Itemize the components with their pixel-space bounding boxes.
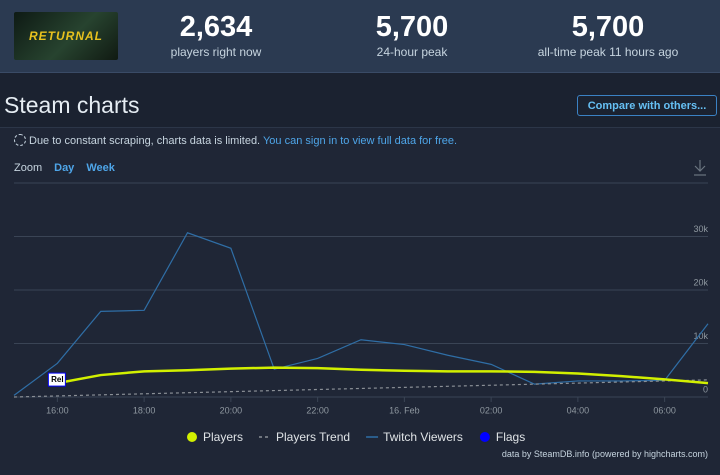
y-tick-label: 0 [703,384,708,394]
legend-symbol [187,432,197,442]
y-tick-label: 20k [693,277,708,287]
stat-label: players right now [170,45,262,59]
legend-symbol [479,432,490,442]
zoom-option[interactable]: Day [54,162,75,174]
x-tick-label: 04:00 [567,405,590,415]
notice-text: Due to constant scraping, charts data is… [29,135,261,147]
flag-box [47,372,66,387]
y-tick-label: 10k [693,331,708,341]
zoom-option[interactable]: Week [86,162,115,174]
sign-in-link[interactable]: You can sign in to view full data for fr… [262,135,458,147]
series-line [13,232,709,396]
legend-label[interactable]: Players [203,430,243,444]
x-tick-label: 22:00 [306,405,329,415]
download-icon[interactable] [694,160,706,176]
stat: 5,700 all-time peak 11 hours ago [513,10,703,60]
credit: data by SteamDB.info (powered by highcha… [501,449,708,459]
notice-icon [14,134,26,146]
series-line [13,379,709,398]
x-tick-label: 06:00 [653,405,676,415]
logo-text: RETURNAL [29,29,103,43]
zoom: Zoom Day Week [14,162,115,174]
stat-label: 24-hour peak [376,45,448,59]
x-tick-label: 16:00 [46,405,69,415]
legend-label[interactable]: Twitch Viewers [383,430,463,444]
x-tick-label: 18:00 [133,405,156,415]
notice: Due to constant scraping, charts data is… [14,134,457,147]
section-title: Steam charts [4,92,140,118]
series-line [57,366,709,385]
y-tick-label: 30k [693,224,708,234]
stat: 2,634 players right now [121,10,311,60]
chart-panel [0,127,720,475]
stat: 5,700 24-hour peak [317,10,507,60]
zoom-label: Zoom [14,162,43,174]
x-tick-label: 20:00 [220,405,243,415]
flag-label: Rel [51,375,63,384]
stat-label: all-time peak 11 hours ago [537,45,679,59]
x-tick-label: 02:00 [480,405,503,415]
x-tick-label: 16. Feb [389,405,420,415]
stat-value: 5,700 [571,11,645,43]
stat-value: 5,700 [375,11,449,43]
compare-button[interactable]: Compare with others... [577,95,717,116]
stat-value: 2,634 [179,11,253,43]
header: RETURNAL 2,634 players right now 5,700 24-… [0,0,720,73]
game-logo[interactable]: RETURNAL [14,12,118,60]
legend-label[interactable]: Flags [496,430,525,444]
legend-label[interactable]: Players Trend [276,430,350,444]
